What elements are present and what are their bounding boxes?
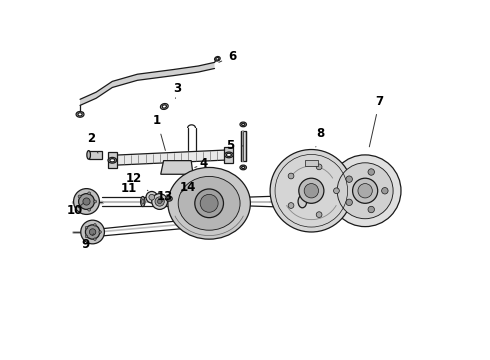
Ellipse shape: [160, 104, 168, 109]
Circle shape: [299, 178, 324, 203]
Circle shape: [368, 169, 374, 175]
Polygon shape: [161, 161, 193, 174]
Circle shape: [94, 200, 97, 203]
Circle shape: [94, 224, 96, 226]
Circle shape: [288, 173, 294, 179]
Ellipse shape: [215, 57, 220, 61]
Circle shape: [78, 205, 81, 208]
Circle shape: [78, 194, 95, 210]
Bar: [224, 147, 233, 163]
Ellipse shape: [166, 196, 172, 201]
Circle shape: [337, 163, 393, 219]
Circle shape: [200, 194, 218, 212]
Ellipse shape: [162, 105, 167, 108]
Circle shape: [83, 198, 90, 205]
Text: 13: 13: [156, 190, 172, 203]
Circle shape: [368, 206, 374, 213]
Circle shape: [157, 199, 162, 204]
Text: 9: 9: [81, 234, 94, 251]
Circle shape: [304, 184, 319, 198]
Text: 4: 4: [195, 157, 208, 170]
Circle shape: [81, 220, 104, 244]
Circle shape: [195, 189, 223, 218]
Circle shape: [146, 192, 157, 203]
Text: 7: 7: [369, 95, 384, 147]
Ellipse shape: [240, 165, 246, 170]
Circle shape: [85, 225, 100, 239]
Circle shape: [89, 229, 96, 235]
Circle shape: [353, 178, 378, 203]
Ellipse shape: [298, 195, 307, 208]
Circle shape: [382, 188, 388, 194]
Circle shape: [78, 195, 81, 198]
Text: 12: 12: [126, 172, 148, 191]
Bar: [89, 150, 101, 159]
Circle shape: [316, 164, 322, 170]
Circle shape: [329, 155, 401, 226]
Circle shape: [171, 165, 176, 170]
Ellipse shape: [242, 123, 245, 126]
Circle shape: [358, 184, 372, 198]
Circle shape: [88, 192, 91, 195]
Ellipse shape: [76, 112, 84, 117]
Text: 6: 6: [219, 50, 237, 63]
Ellipse shape: [167, 197, 171, 200]
Ellipse shape: [226, 153, 231, 157]
Bar: [241, 131, 245, 161]
Bar: [108, 152, 117, 168]
Text: 8: 8: [316, 127, 324, 147]
Text: 10: 10: [67, 203, 83, 217]
Circle shape: [288, 203, 294, 208]
Ellipse shape: [110, 159, 115, 162]
Ellipse shape: [142, 199, 144, 204]
Circle shape: [74, 189, 99, 215]
Ellipse shape: [242, 166, 245, 168]
Circle shape: [334, 188, 339, 194]
Circle shape: [155, 197, 164, 206]
Circle shape: [270, 149, 353, 232]
Circle shape: [99, 231, 101, 233]
Text: 3: 3: [173, 82, 181, 98]
Circle shape: [85, 235, 88, 238]
Circle shape: [346, 176, 352, 183]
Text: 14: 14: [179, 181, 196, 194]
Circle shape: [316, 212, 322, 217]
Circle shape: [346, 199, 352, 206]
Ellipse shape: [141, 197, 145, 207]
Text: 1: 1: [153, 114, 165, 150]
Ellipse shape: [216, 58, 219, 60]
Ellipse shape: [224, 152, 233, 158]
Ellipse shape: [87, 150, 91, 159]
Ellipse shape: [240, 122, 246, 127]
Text: 5: 5: [226, 139, 243, 152]
Circle shape: [149, 194, 155, 200]
Polygon shape: [80, 62, 215, 105]
Ellipse shape: [178, 176, 240, 230]
Text: 11: 11: [121, 183, 143, 200]
Ellipse shape: [108, 157, 117, 163]
Ellipse shape: [168, 167, 250, 239]
Circle shape: [85, 226, 88, 229]
Circle shape: [152, 194, 168, 210]
Text: 2: 2: [87, 132, 98, 153]
Circle shape: [94, 238, 96, 240]
Circle shape: [88, 208, 91, 211]
Bar: [305, 159, 318, 166]
Polygon shape: [112, 150, 229, 165]
Ellipse shape: [78, 113, 82, 116]
